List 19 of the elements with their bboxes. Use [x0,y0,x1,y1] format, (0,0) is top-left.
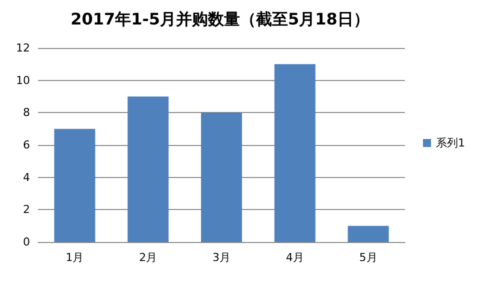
x-tick-label: 2月 [139,251,158,264]
bar [201,112,242,242]
x-tick-label: 3月 [212,251,230,264]
y-tick-label: 6 [23,138,30,152]
bar [274,64,316,242]
y-tick-label: 4 [23,170,30,184]
bar [348,226,389,242]
y-tick-label: 0 [23,236,30,248]
bar [54,128,96,242]
y-tick-label: 2 [23,203,30,216]
x-tick-label: 5月 [359,251,378,264]
x-tick-label: 1月 [66,251,84,264]
y-tick-label: 8 [23,106,30,120]
chart-title: 2017年1-5月并购数量（截至5月18日） [70,10,370,28]
x-tick-label: 4月 [286,251,304,264]
y-tick-label: 10 [16,74,30,87]
legend-label: 系列1 [436,136,465,150]
y-tick-label: 12 [16,42,30,54]
bar [128,96,169,242]
